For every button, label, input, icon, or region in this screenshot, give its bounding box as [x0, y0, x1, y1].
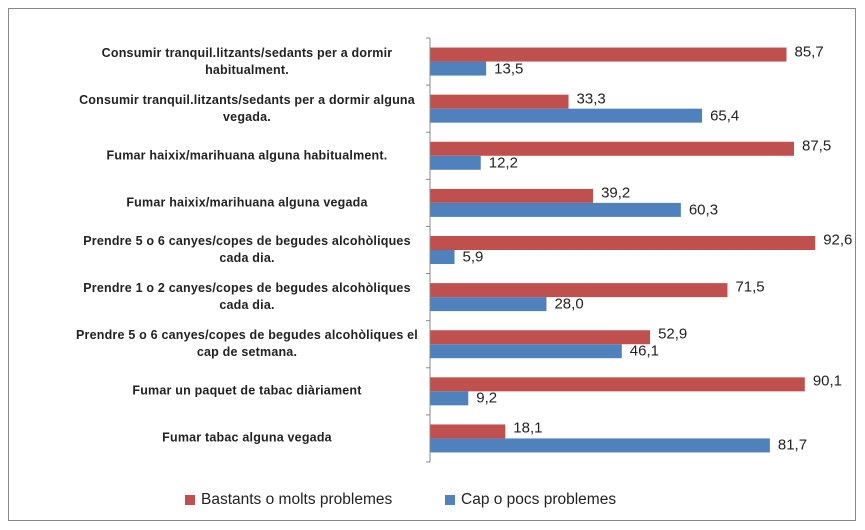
category-label: Fumar un paquet de tabac diàriament — [132, 383, 362, 398]
value-label: 18,1 — [513, 419, 543, 437]
value-label: 85,7 — [794, 43, 824, 61]
bar — [430, 236, 816, 250]
bar — [430, 155, 481, 170]
bar — [430, 283, 728, 298]
value-label: 90,1 — [812, 372, 843, 390]
value-label: 33,3 — [576, 90, 606, 108]
legend-swatch — [185, 495, 195, 505]
bar — [430, 61, 487, 76]
bar — [430, 330, 651, 345]
category-label: Fumar haixix/marihuana alguna vegada — [126, 195, 368, 210]
bar — [430, 391, 469, 406]
bar — [430, 108, 703, 123]
value-label: 71,5 — [735, 278, 765, 296]
value-label: 46,1 — [629, 342, 659, 360]
bar — [430, 438, 770, 453]
category-label: Prendre 1 o 2 canyes/copes de begudes al… — [83, 281, 411, 313]
value-label: 87,5 — [802, 137, 832, 155]
legend-label: Cap o pocs problemes — [461, 491, 617, 508]
bar — [430, 297, 547, 312]
value-label: 39,2 — [601, 184, 631, 202]
category-label: Fumar haixix/marihuana alguna habitualme… — [106, 148, 388, 163]
value-label: 12,2 — [488, 154, 518, 172]
category-label: Prendre 5 o 6 canyes/copes de begudes al… — [76, 328, 418, 360]
value-label: 81,7 — [777, 436, 808, 454]
value-label: 52,9 — [658, 325, 688, 343]
bar — [430, 202, 681, 217]
value-label: 28,0 — [554, 295, 584, 313]
bar — [430, 344, 622, 359]
value-label: 9,2 — [476, 389, 498, 407]
bar — [430, 424, 506, 439]
bar — [430, 250, 455, 264]
legend-label: Bastants o molts problemes — [201, 491, 393, 508]
category-label: Prendre 5 o 6 canyes/copes de begudes al… — [83, 234, 411, 265]
value-label: 5,9 — [462, 248, 484, 266]
bar — [430, 47, 787, 62]
value-label: 92,6 — [823, 231, 853, 249]
bar — [430, 377, 805, 392]
value-label: 65,4 — [710, 107, 740, 125]
bar — [430, 141, 794, 156]
category-label: Consumir tranquil.litzants/sedants per a… — [101, 45, 393, 77]
bar — [430, 94, 569, 109]
chart-frame — [8, 8, 856, 521]
value-label: 60,3 — [688, 201, 719, 219]
value-label: 13,5 — [494, 60, 524, 78]
legend-swatch — [445, 495, 455, 505]
category-label: Fumar tabac alguna vegada — [162, 430, 332, 445]
bar — [430, 188, 594, 203]
category-label: Consumir tranquil.litzants/sedants per a… — [79, 92, 415, 124]
